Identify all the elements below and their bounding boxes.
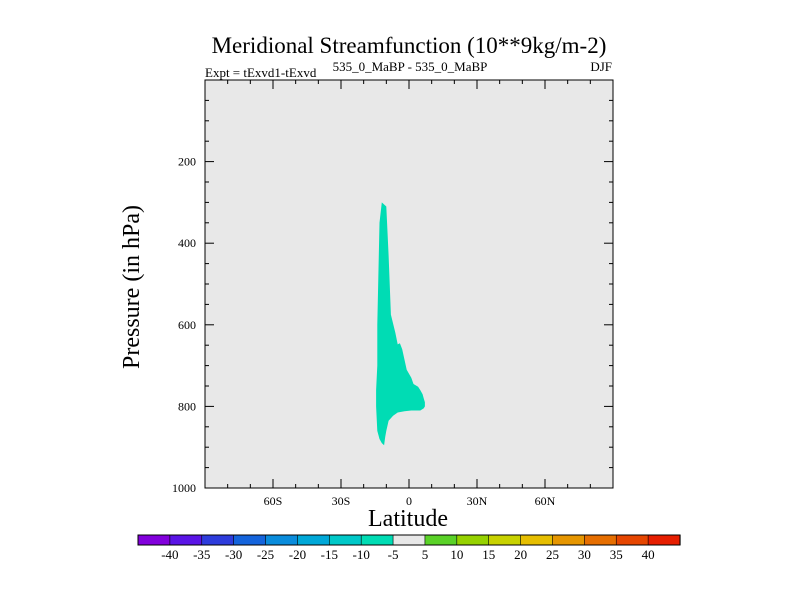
colorbar-label: 15 (482, 547, 495, 562)
colorbar-label: -15 (321, 547, 338, 562)
experiment-label: Expt = tExvd1-tExvd (205, 65, 317, 80)
colorbar-label: -25 (257, 547, 274, 562)
colorbar-label: -35 (193, 547, 210, 562)
colorbar-segment (392, 534, 426, 546)
colorbar-segment (297, 534, 330, 546)
colorbar-label: 40 (642, 547, 655, 562)
colorbar-label: 10 (450, 547, 463, 562)
colorbar-segment (169, 534, 203, 546)
shaded-region (376, 202, 425, 446)
x-tick-label: 60S (264, 494, 283, 508)
x-axis-label: Latitude (368, 506, 448, 532)
x-tick-label: 0 (406, 494, 412, 508)
plot-frame (204, 79, 614, 489)
colorbar-frame (137, 534, 681, 546)
colorbar-segment (328, 534, 362, 546)
chart-title: Meridional Streamfunction (10**9kg/m-2) (212, 33, 607, 58)
colorbar-segment (233, 534, 267, 546)
colorbar-label: 30 (578, 547, 591, 562)
colorbar-segment (488, 534, 522, 546)
x-tick-label: 30S (332, 494, 351, 508)
colorbar-segment (584, 534, 617, 546)
colorbar-segment (137, 534, 171, 546)
colorbar-label: 35 (610, 547, 623, 562)
colorbar-segment (424, 534, 458, 546)
colorbar-segment (615, 534, 649, 546)
colorbar-segment (456, 534, 490, 546)
colorbar-label: -40 (161, 547, 178, 562)
colorbar-label: -20 (289, 547, 306, 562)
season-label: DJF (590, 59, 612, 74)
y-tick-label: 400 (178, 236, 196, 250)
colorbar-label: -5 (388, 547, 399, 562)
colorbar-segment (520, 534, 554, 546)
colorbar-segment (647, 534, 681, 546)
colorbar-label: -10 (353, 547, 370, 562)
y-tick-label: 600 (178, 318, 196, 332)
y-tick-label: 200 (178, 155, 196, 169)
x-tick-label: 30N (467, 494, 488, 508)
colorbar-segment (265, 534, 299, 546)
colorbar-segment (360, 534, 394, 546)
colorbar-segment (201, 534, 235, 546)
colorbar-label: 25 (546, 547, 559, 562)
y-tick-label: 800 (178, 399, 196, 413)
colorbar-label: 20 (514, 547, 527, 562)
colorbar-segment (552, 534, 585, 546)
run-label: 535_0_MaBP - 535_0_MaBP (333, 59, 488, 74)
x-tick-label: 60N (535, 494, 556, 508)
y-tick-label: 1000 (172, 481, 196, 495)
y-axis-label: Pressure (in hPa) (119, 205, 145, 369)
colorbar-label: 5 (422, 547, 429, 562)
colorbar-label: -30 (225, 547, 242, 562)
plot-background (205, 80, 613, 488)
